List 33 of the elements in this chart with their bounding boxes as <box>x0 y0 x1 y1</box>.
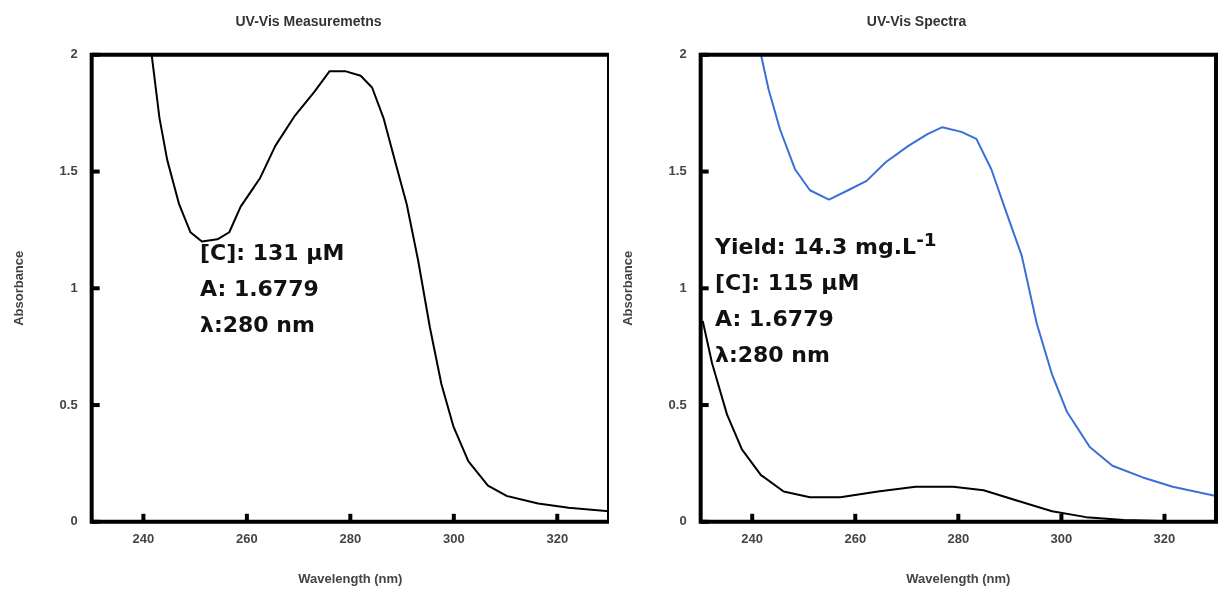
annotation: A: 1.6779 <box>200 275 320 303</box>
y-axis-title: Absorbance <box>11 250 27 326</box>
y-tick-label: 0 <box>70 513 78 529</box>
annotation: Yield: 14.3 mg.L$^{-1}$ <box>715 228 937 262</box>
x-tick-label: 280 <box>947 531 970 547</box>
x-tick-label: 280 <box>339 531 362 547</box>
y-tick-label: 1 <box>70 279 78 295</box>
x-tick-label: 320 <box>546 531 569 547</box>
annotation: [C]: 131 μM <box>200 239 345 267</box>
x-tick-label: 240 <box>132 531 155 547</box>
chart-title: UV-Vis Measuremetns <box>235 13 382 30</box>
y-tick-label: 2 <box>679 46 687 62</box>
x-tick-label: 260 <box>236 531 258 547</box>
annotation: [C]: 115 μM <box>715 269 861 298</box>
y-tick-label: 1 <box>679 279 687 295</box>
x-tick-label: 240 <box>741 531 764 547</box>
annotation: λ:280 nm <box>715 341 831 370</box>
y-axis-title: Absorbance <box>620 250 636 326</box>
y-tick-label: 0 <box>679 513 687 529</box>
y-tick-label: 0.5 <box>59 396 78 412</box>
x-axis-title: Wavelength (nm) <box>298 570 403 586</box>
x-tick-label: 300 <box>442 531 465 547</box>
y-tick-label: 1.5 <box>668 163 687 179</box>
annotation: λ:280 nm <box>200 311 316 339</box>
y-tick-label: 1.5 <box>59 163 78 179</box>
y-tick-label: 0.5 <box>668 396 687 412</box>
x-axis-title: Wavelength (nm) <box>906 570 1011 586</box>
annotation: A: 1.6779 <box>715 305 835 334</box>
x-tick-label: 260 <box>844 531 867 547</box>
x-tick-label: 320 <box>1153 531 1176 547</box>
y-tick-label: 2 <box>70 46 78 62</box>
chart-title: UV-Vis Spectra <box>866 13 967 30</box>
x-tick-label: 300 <box>1050 531 1073 547</box>
